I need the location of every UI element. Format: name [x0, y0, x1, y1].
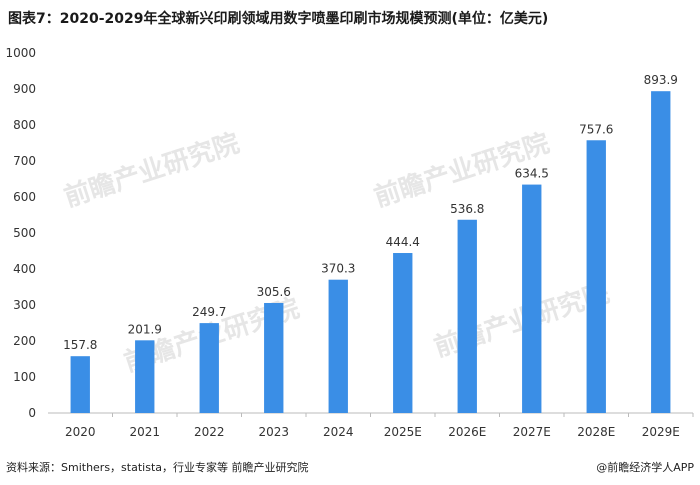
- x-tick-label: 2027E: [513, 425, 551, 439]
- y-tick-label: 200: [13, 334, 36, 348]
- y-tick-label: 100: [13, 370, 36, 384]
- x-tick-label: 2025E: [384, 425, 422, 439]
- data-label: 893.9: [644, 73, 678, 87]
- source-note: 资料来源：Smithers，statista，行业专家等 前瞻产业研究院: [6, 461, 309, 474]
- x-tick-label: 2028E: [577, 425, 615, 439]
- x-tick-label: 2020: [65, 425, 96, 439]
- x-tick-label: 2024: [323, 425, 354, 439]
- y-tick-label: 700: [13, 154, 36, 168]
- y-tick-label: 0: [28, 406, 36, 420]
- y-tick-label: 1000: [5, 46, 36, 60]
- bar: [651, 91, 671, 414]
- bar: [393, 253, 413, 413]
- data-label: 536.8: [450, 202, 484, 216]
- x-tick-label: 2023: [258, 425, 289, 439]
- y-tick-label: 500: [13, 226, 36, 240]
- x-tick-label: 2021: [129, 425, 160, 439]
- y-tick-label: 300: [13, 298, 36, 312]
- data-label: 249.7: [192, 305, 226, 319]
- bar: [522, 184, 542, 413]
- data-label: 444.4: [386, 235, 420, 249]
- x-tick-label: 2029E: [642, 425, 680, 439]
- bar: [199, 323, 219, 413]
- x-tick-label: 2026E: [448, 425, 486, 439]
- bar: [135, 340, 155, 413]
- bar: [264, 302, 284, 413]
- data-label: 201.9: [128, 322, 162, 336]
- bar: [457, 219, 477, 413]
- data-label: 157.8: [63, 338, 97, 352]
- bar: [70, 356, 90, 413]
- y-tick-label: 800: [13, 118, 36, 132]
- chart-title: 图表7：2020-2029年全球新兴印刷领域用数字喷墨印刷市场规模预测(单位：亿…: [8, 11, 549, 27]
- y-tick-label: 400: [13, 262, 36, 276]
- y-tick-label: 600: [13, 190, 36, 204]
- data-label: 305.6: [257, 285, 291, 299]
- data-label: 370.3: [321, 262, 355, 276]
- data-label: 757.6: [579, 122, 613, 136]
- bar: [586, 140, 606, 413]
- brand-label: @前瞻经济学人APP: [596, 461, 694, 474]
- data-label: 634.5: [515, 167, 549, 181]
- x-tick-label: 2022: [194, 425, 225, 439]
- bar: [328, 279, 348, 413]
- y-tick-label: 900: [13, 82, 36, 96]
